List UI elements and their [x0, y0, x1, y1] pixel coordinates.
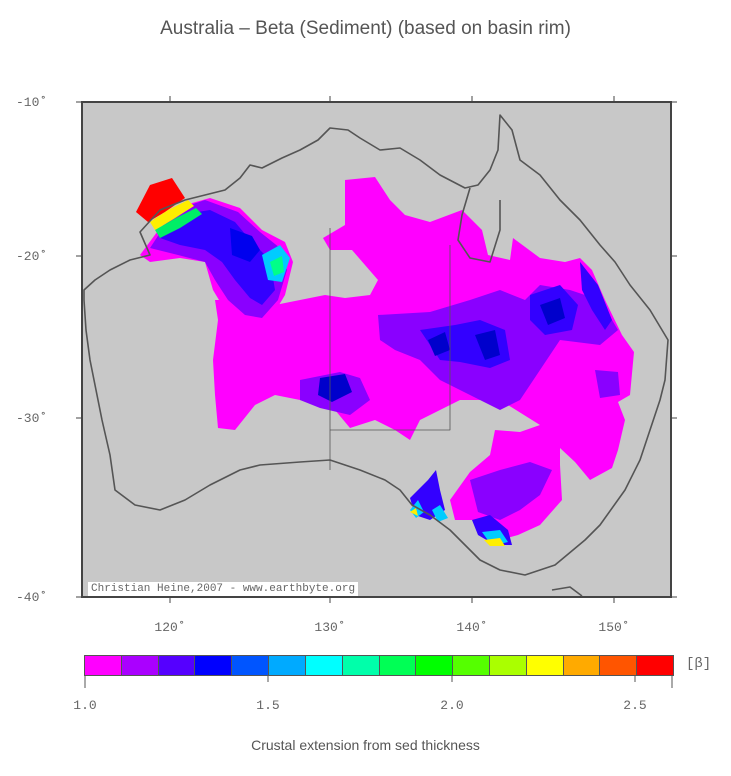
- beta-region-red-nw: [136, 178, 185, 222]
- beta-region-dark-nw: [230, 228, 260, 262]
- colorbar-swatch: [416, 656, 454, 675]
- colorbar-swatch: [158, 656, 196, 675]
- colorbar-swatch: [342, 656, 380, 675]
- beta-region-dark-central: [428, 330, 500, 360]
- ylabel-minus10: -10˚: [16, 95, 48, 110]
- colorbar-swatch: [121, 656, 159, 675]
- beta-region-dark-south: [318, 374, 352, 402]
- colorbar-tick-2-0: 2.0: [440, 698, 464, 713]
- beta-region-green-nw: [270, 256, 284, 276]
- colorbar-swatch: [269, 656, 306, 675]
- colorbar-swatch: [489, 656, 527, 675]
- gulf-carpentaria: [457, 187, 501, 263]
- colorbar-swatch: [379, 656, 417, 675]
- colorbar-swatch: [305, 656, 343, 675]
- beta-region-dark-east: [540, 298, 565, 325]
- colorbar-swatch: [195, 656, 233, 675]
- beta-field: [136, 177, 634, 546]
- xlabel-120: 120˚: [154, 620, 186, 635]
- colorbar-unit: [β]: [686, 656, 712, 672]
- xlabel-150: 150˚: [598, 620, 630, 635]
- xlabel-140: 140˚: [456, 620, 488, 635]
- frame-ticks: [76, 96, 677, 603]
- colorbar-swatch: [637, 656, 673, 675]
- map-title: Australia – Beta (Sediment) (based on ba…: [160, 18, 571, 39]
- colorbar-swatch: [526, 656, 564, 675]
- beta-region-blue-ne: [580, 262, 612, 330]
- tasmania-coast: [551, 586, 583, 597]
- colorbar-tick-1-5: 1.5: [256, 698, 280, 713]
- colorbar-swatch: [85, 656, 122, 675]
- australia-coastline: [83, 114, 669, 576]
- ylabel-minus30: -30˚: [16, 411, 48, 426]
- colorbar-title: Crustal extension from sed thickness: [251, 737, 480, 753]
- credit-label: Christian Heine,2007 - www.earthbyte.org: [88, 582, 359, 596]
- colorbar-tick-2-5: 2.5: [623, 698, 647, 713]
- beta-region-purple-se: [470, 370, 620, 520]
- beta-region-yellow-nw: [150, 200, 194, 230]
- ylabel-minus20: -20˚: [16, 249, 48, 264]
- colorbar-scale: [84, 676, 673, 688]
- beta-region-yellow-otway: [484, 538, 505, 546]
- coastline: [83, 114, 669, 597]
- colorbar-tick-1-0: 1.0: [73, 698, 97, 713]
- colorbar-swatch: [563, 656, 601, 675]
- colorbar-swatch: [600, 656, 638, 675]
- state-border-2: [330, 245, 451, 431]
- ylabel-minus40: -40˚: [16, 590, 48, 605]
- beta-region-sa-yellow: [410, 508, 418, 516]
- beta-region-blue-nw: [160, 210, 275, 305]
- colorbar-swatch: [453, 656, 490, 675]
- colorbar-swatch: [232, 656, 270, 675]
- colorbar: [84, 655, 674, 676]
- beta-region-green-band-nw: [155, 208, 202, 238]
- xlabel-130: 130˚: [314, 620, 346, 635]
- beta-region-sa-cyan: [410, 500, 448, 522]
